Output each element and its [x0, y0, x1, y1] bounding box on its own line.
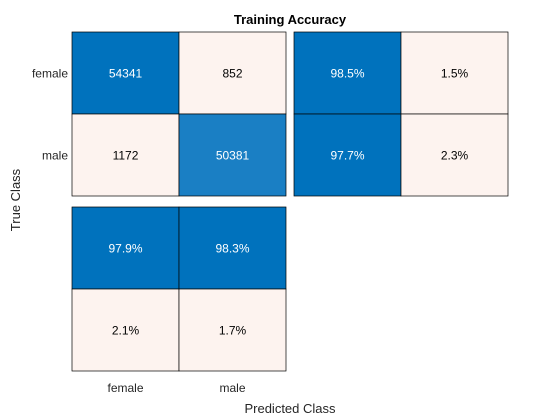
- col-summary-0-1-cell: [178, 206, 287, 290]
- matrix-0-0-cell: [71, 31, 180, 115]
- row-summary-1-0-cell: [293, 113, 402, 197]
- col-label-female: female: [107, 381, 143, 395]
- matrix-0-0-label: 54341: [109, 67, 143, 81]
- x-axis-label: Predicted Class: [244, 401, 336, 416]
- row-summary-0-1-label: 1.5%: [441, 67, 469, 81]
- matrix-1-0-cell: [71, 113, 180, 197]
- row-summary-0-0-cell: [293, 31, 402, 115]
- matrix-1-1-cell: [178, 113, 287, 197]
- col-summary-0-0-label: 97.9%: [108, 242, 142, 256]
- col-summary-1-1-label: 1.7%: [219, 324, 247, 338]
- row-summary-1-1-cell: [400, 113, 509, 197]
- matrix-cells: 54341 852 1172 50381 98.5% 1.5% 97.7% 2.3% 97.9%…: [71, 31, 509, 372]
- y-axis-label: True Class: [8, 168, 23, 231]
- matrix-0-1-label: 852: [222, 67, 242, 81]
- col-label-male: male: [219, 381, 245, 395]
- matrix-1-1-label: 50381: [216, 149, 250, 163]
- matrix-1-0-label: 1172: [113, 149, 139, 163]
- row-summary-1-0-label: 97.7%: [330, 149, 364, 163]
- class-labels: female male female male: [32, 67, 246, 396]
- chart-title: Training Accuracy: [234, 12, 347, 27]
- row-summary-0-0-label: 98.5%: [330, 67, 364, 81]
- col-summary-1-0-label: 2.1%: [112, 324, 140, 338]
- row-summary-1-1-label: 2.3%: [441, 149, 469, 163]
- row-summary-0-1-cell: [400, 31, 509, 115]
- col-summary-1-1-cell: [178, 288, 287, 372]
- row-label-female: female: [32, 67, 68, 81]
- col-summary-0-1-label: 98.3%: [215, 242, 249, 256]
- matrix-0-1-cell: [178, 31, 287, 115]
- row-label-male: male: [42, 149, 68, 163]
